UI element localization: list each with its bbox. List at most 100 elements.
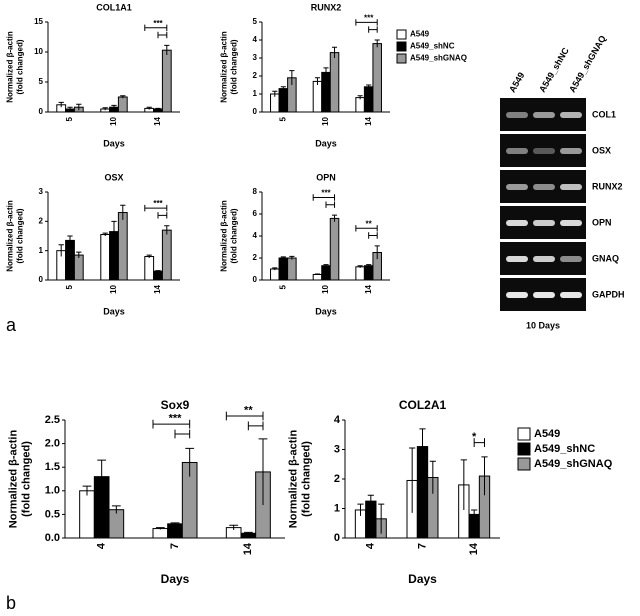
bar xyxy=(355,266,365,281)
error-bar xyxy=(102,232,108,236)
error-bar xyxy=(314,273,321,276)
y-tick-label: 0 xyxy=(253,275,258,284)
gel-band xyxy=(560,292,582,298)
error-bar xyxy=(323,67,329,77)
error-bar xyxy=(314,77,321,85)
y-tick-label: 2 xyxy=(253,71,258,80)
chart-title: OSX xyxy=(104,172,123,182)
y-axis-title: (fold changed) xyxy=(300,441,312,517)
significance-bracket xyxy=(144,24,168,39)
error-bar xyxy=(366,264,372,267)
y-tick-label: 3 xyxy=(334,443,340,455)
bar xyxy=(117,212,128,281)
bar xyxy=(108,509,125,539)
y-axis-title: Normalized β-actin xyxy=(5,31,14,103)
error-bar xyxy=(102,107,108,111)
error-bar xyxy=(120,95,126,99)
gel-band xyxy=(506,148,528,154)
gel-band xyxy=(506,184,528,190)
error-bar xyxy=(289,70,295,85)
x-tick-label: 10 xyxy=(321,284,330,293)
bar xyxy=(372,43,382,113)
lane-label: A549 xyxy=(507,71,526,95)
y-tick-label: 0 xyxy=(334,532,340,544)
error-bar xyxy=(272,267,278,271)
significance-label: *** xyxy=(153,19,163,28)
y-tick-label: 2.5 xyxy=(45,414,60,426)
panel-label: b xyxy=(6,593,16,613)
error-bar xyxy=(357,265,363,268)
chart-title: Sox9 xyxy=(161,398,190,412)
gel-band xyxy=(560,220,582,226)
error-bar xyxy=(58,101,64,108)
bar xyxy=(312,80,323,113)
x-tick-label: 14 xyxy=(364,284,373,293)
error-bar xyxy=(471,509,478,519)
significance-bracket xyxy=(152,419,191,439)
error-bar xyxy=(111,104,117,109)
bar xyxy=(363,265,374,281)
bar xyxy=(270,268,280,281)
error-bar xyxy=(146,106,152,110)
y-tick-label: 8 xyxy=(253,187,258,196)
error-bar xyxy=(323,264,329,267)
significance-label: *** xyxy=(169,413,183,425)
y-axis-title: Normalized β-actin xyxy=(5,200,14,272)
significance-label: * xyxy=(472,431,477,443)
significance-label: *** xyxy=(364,14,374,23)
significance-label: *** xyxy=(321,189,331,198)
chart-title: OPN xyxy=(316,172,336,182)
y-axis-title: Normalized β-actin xyxy=(7,430,19,529)
x-axis-title: Days xyxy=(315,138,337,148)
error-bar xyxy=(164,44,170,55)
bar xyxy=(153,270,163,281)
error-bar xyxy=(67,106,73,111)
y-tick-label: 4 xyxy=(253,35,258,44)
x-tick-label: 5 xyxy=(65,116,74,121)
significance-bracket xyxy=(355,19,378,33)
error-bar xyxy=(374,245,380,260)
lane-label: A549_shNC xyxy=(537,45,571,94)
bar xyxy=(161,229,172,281)
bar xyxy=(161,49,172,113)
gel-band xyxy=(560,112,582,118)
y-tick-label: 1.0 xyxy=(45,485,60,497)
legend-label: A549_shNC xyxy=(410,42,455,51)
gel-band xyxy=(506,292,528,298)
x-tick-label: 5 xyxy=(65,284,74,289)
error-bar xyxy=(120,204,126,220)
bar xyxy=(355,97,365,113)
gene-label: GNAQ xyxy=(592,253,619,263)
gene-label: OSX xyxy=(592,145,611,155)
error-bar xyxy=(155,270,161,272)
gel-band xyxy=(533,148,555,154)
bar xyxy=(278,88,289,113)
legend-label: A549 xyxy=(410,30,430,39)
x-axis-title: Days xyxy=(103,138,125,148)
y-tick-label: 3 xyxy=(253,53,258,62)
error-bar xyxy=(155,107,161,110)
gel-band xyxy=(506,256,528,262)
legend-label: A549_shGNAQ xyxy=(410,54,467,63)
error-bar xyxy=(280,256,286,260)
error-bar xyxy=(67,235,73,245)
x-tick-label: 7 xyxy=(169,543,181,549)
error-bar xyxy=(82,485,92,496)
bar xyxy=(167,523,183,539)
y-tick-label: 2 xyxy=(334,473,340,485)
x-axis-title: Days xyxy=(408,572,437,586)
error-bar xyxy=(111,220,117,242)
error-bar xyxy=(170,522,180,525)
x-axis-title: Days xyxy=(161,572,190,586)
gel-band xyxy=(560,184,582,190)
error-bar xyxy=(258,438,268,505)
x-tick-label: 14 xyxy=(153,284,162,293)
x-tick-label: 10 xyxy=(321,116,330,125)
x-tick-label: 7 xyxy=(416,543,428,549)
bar xyxy=(117,96,128,113)
error-bar xyxy=(272,90,278,97)
bar xyxy=(363,86,374,113)
x-tick-label: 5 xyxy=(278,116,287,121)
error-bar xyxy=(460,459,467,510)
